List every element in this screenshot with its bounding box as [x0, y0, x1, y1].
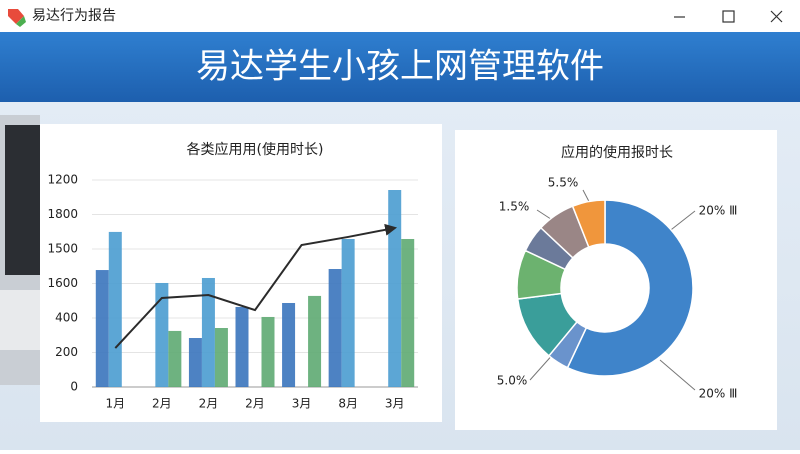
bar — [168, 330, 182, 387]
app-icon — [8, 9, 24, 24]
bar — [261, 316, 275, 387]
x-tick-label: 2月 — [245, 397, 265, 411]
bar — [201, 277, 215, 387]
bar — [214, 328, 228, 387]
y-tick-label: 1200 — [47, 173, 78, 187]
y-tick-label: 1600 — [47, 276, 78, 290]
x-tick-label: 2月 — [152, 397, 172, 411]
banner — [0, 32, 800, 102]
window-title: 易达行为报告 — [32, 8, 116, 24]
pie-label: 5.0% — [497, 374, 528, 388]
bar — [108, 231, 122, 387]
y-tick-label: 1800 — [47, 207, 78, 221]
title-bar — [0, 0, 800, 32]
bar — [235, 306, 249, 387]
pie-card — [455, 130, 777, 430]
bar — [282, 302, 296, 387]
x-tick-label: 2月 — [199, 397, 219, 411]
bar-chart-title: 各类应用用(使用时长) — [187, 141, 324, 158]
y-tick-label: 400 — [55, 311, 78, 325]
laptop-screen — [5, 125, 40, 275]
x-tick-label: 3月 — [292, 397, 312, 411]
bar — [188, 338, 202, 387]
x-tick-label: 1月 — [105, 397, 125, 411]
pie-label: 20% Ⅲ — [699, 204, 738, 218]
app-icon-part — [16, 16, 26, 27]
pie-label: 5.5% — [548, 176, 579, 190]
donut-slice — [566, 199, 694, 377]
x-tick-label: 3月 — [385, 397, 405, 411]
bar — [95, 270, 109, 387]
bar — [388, 190, 402, 387]
banner-title: 易达学生小孩上网管理软件 — [196, 47, 604, 87]
pie-label: 1.5% — [499, 200, 530, 214]
x-tick-label: 8月 — [338, 397, 358, 411]
laptop-keyboard — [0, 290, 40, 350]
bar — [401, 238, 415, 387]
trend-line — [114, 223, 398, 349]
y-tick-label: 1500 — [47, 242, 78, 256]
pie-label: 20% Ⅲ — [699, 387, 738, 401]
maximize-button[interactable] — [722, 10, 735, 23]
pie-chart-title: 应用的使用报时长 — [561, 144, 673, 161]
bar — [328, 269, 342, 387]
bar — [341, 238, 355, 387]
y-tick-label: 0 — [70, 380, 78, 394]
y-tick-label: 200 — [55, 345, 78, 359]
donut-slice — [571, 199, 606, 249]
close-button[interactable] — [770, 10, 783, 23]
bar — [155, 282, 169, 387]
bar — [308, 295, 322, 387]
